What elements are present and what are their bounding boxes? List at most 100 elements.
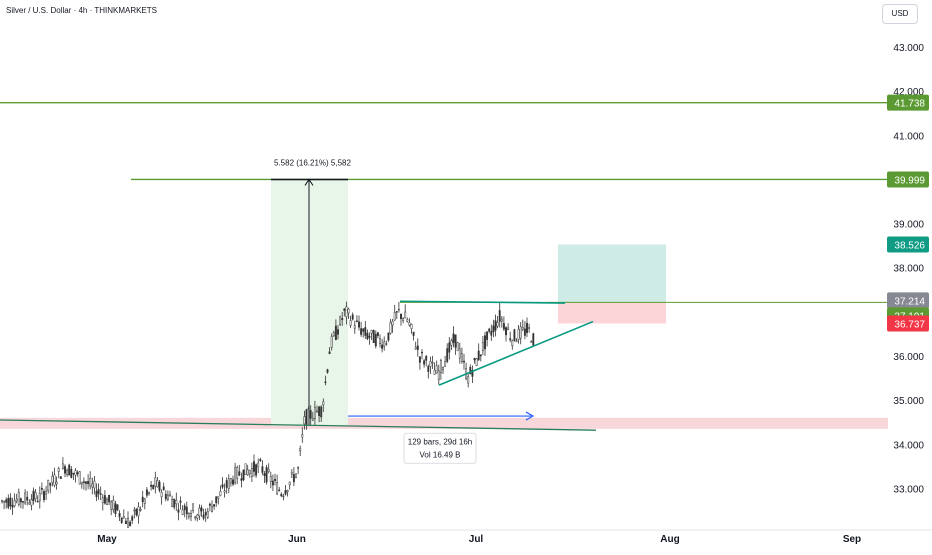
candle-body bbox=[282, 495, 285, 498]
candle-body bbox=[160, 491, 163, 498]
candle-body bbox=[488, 328, 491, 332]
candle-body bbox=[227, 478, 230, 489]
candle-body bbox=[9, 497, 12, 507]
candle-body bbox=[267, 469, 270, 473]
candle-body bbox=[389, 322, 392, 334]
candle-body bbox=[523, 328, 526, 336]
candle-body bbox=[137, 506, 140, 517]
candle-body bbox=[429, 361, 432, 367]
candle-body bbox=[364, 327, 367, 336]
candle-body bbox=[311, 417, 314, 421]
candle-body bbox=[454, 334, 457, 348]
candle-body bbox=[423, 360, 426, 365]
candle-body bbox=[387, 332, 390, 341]
triangle-upper bbox=[399, 300, 566, 304]
candle-body bbox=[469, 367, 472, 375]
candle-body bbox=[162, 486, 165, 491]
candle-body bbox=[521, 327, 524, 330]
candle-body bbox=[374, 333, 377, 347]
x-tick-label: Aug bbox=[660, 534, 679, 545]
candle-body bbox=[89, 477, 92, 487]
candle-body bbox=[131, 516, 134, 521]
candle-body bbox=[320, 406, 323, 418]
candle-body bbox=[425, 355, 428, 361]
candle-body bbox=[139, 508, 142, 511]
candle-body bbox=[395, 311, 398, 313]
candle-body bbox=[316, 410, 318, 413]
candle-body bbox=[169, 494, 171, 497]
x-tick-label: May bbox=[97, 534, 117, 545]
candle-body bbox=[158, 481, 161, 491]
candle-body bbox=[414, 346, 417, 350]
candle-body bbox=[288, 481, 291, 486]
candle-body bbox=[412, 331, 415, 336]
candle-body bbox=[26, 496, 29, 501]
candle-body bbox=[103, 495, 106, 504]
currency-button[interactable]: USD bbox=[882, 4, 918, 24]
y-tick-label: 33.000 bbox=[893, 484, 924, 495]
candle-body bbox=[78, 471, 81, 485]
candle-body bbox=[519, 326, 522, 339]
candle-body bbox=[253, 461, 255, 472]
candle-body bbox=[152, 484, 155, 489]
candle-body bbox=[437, 370, 440, 380]
candle-body bbox=[7, 498, 10, 508]
candle-body bbox=[505, 327, 507, 336]
candle-body bbox=[148, 492, 150, 494]
candle-body bbox=[295, 473, 297, 478]
candle-body bbox=[68, 464, 71, 476]
candle-body bbox=[263, 473, 266, 476]
candle-body bbox=[427, 366, 430, 372]
candle-body bbox=[278, 489, 281, 492]
candle-body bbox=[328, 351, 331, 355]
date-range-arrowhead bbox=[525, 411, 535, 421]
candle-body bbox=[515, 340, 518, 343]
candle-body bbox=[215, 496, 218, 504]
candle-body bbox=[486, 331, 489, 340]
candle-body bbox=[326, 369, 329, 373]
candle-body bbox=[358, 321, 360, 328]
candle-body bbox=[269, 475, 272, 483]
candle-body bbox=[47, 479, 50, 491]
candle-body bbox=[211, 506, 213, 513]
candle-body bbox=[145, 489, 148, 496]
candle-body bbox=[154, 477, 157, 487]
candle-body bbox=[343, 308, 346, 311]
candle-body bbox=[234, 467, 237, 484]
y-tick-label: 39.000 bbox=[893, 220, 924, 231]
candle-body bbox=[80, 481, 83, 485]
candle-body bbox=[175, 499, 178, 505]
candle-body bbox=[509, 338, 512, 341]
support-zone bbox=[0, 417, 888, 429]
price-badge bbox=[887, 171, 929, 188]
candle-body bbox=[30, 499, 33, 506]
candle-body bbox=[202, 514, 205, 519]
candle-body bbox=[280, 493, 283, 497]
price-badge-label: 41.738 bbox=[894, 99, 925, 110]
y-tick-label: 34.000 bbox=[893, 440, 924, 451]
price-badge-label: 36.737 bbox=[894, 319, 925, 330]
candle-body bbox=[116, 504, 119, 511]
candle-body bbox=[341, 318, 344, 321]
candle-body bbox=[431, 362, 434, 364]
candle-body bbox=[513, 329, 516, 341]
candle-body bbox=[171, 499, 174, 508]
candle-body bbox=[339, 316, 342, 325]
candle-body bbox=[351, 314, 354, 320]
candle-body bbox=[101, 497, 104, 503]
candle-body bbox=[82, 481, 85, 483]
candle-body bbox=[51, 475, 54, 483]
y-tick-label: 42.000 bbox=[893, 87, 924, 98]
price-badge bbox=[887, 94, 929, 111]
triangle-lower bbox=[438, 320, 594, 386]
candle-body bbox=[448, 342, 451, 353]
y-tick-label: 43.000 bbox=[893, 43, 924, 54]
candle-body bbox=[204, 511, 207, 516]
candle-body bbox=[223, 490, 226, 493]
candle-body bbox=[185, 506, 188, 515]
candle-body bbox=[70, 468, 73, 478]
candle-body bbox=[250, 468, 253, 477]
candle-body bbox=[110, 501, 113, 510]
